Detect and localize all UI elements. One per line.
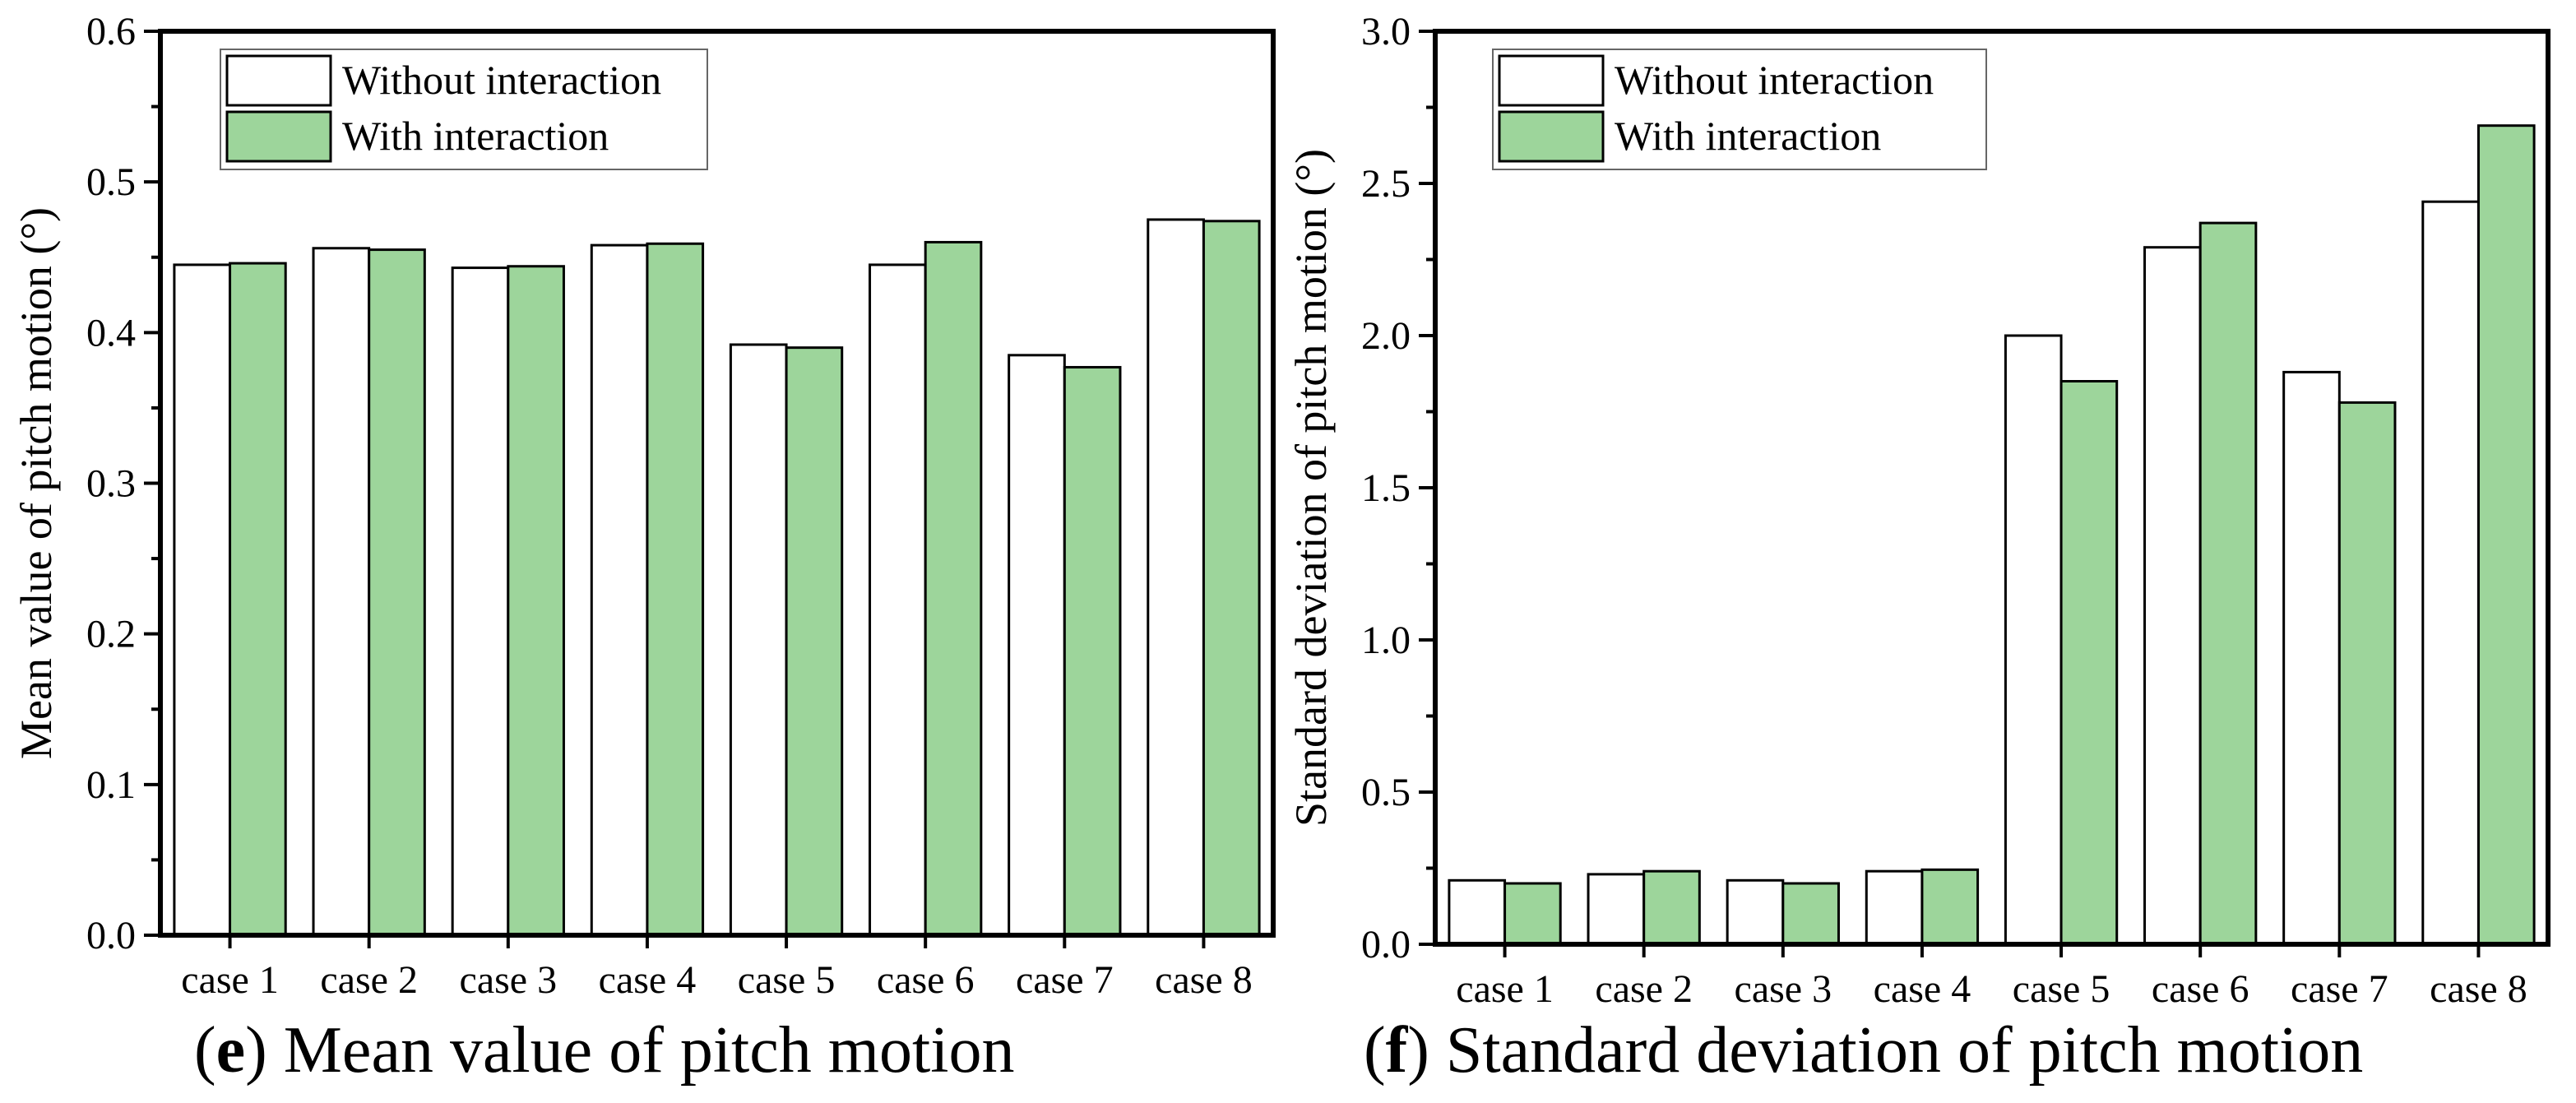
bar-e-with-4 [646, 242, 705, 937]
y-tick-label-e-4: 0.4 [86, 311, 136, 355]
x-tick-label-f-4: case 4 [1874, 967, 1971, 1011]
x-tick-label-f-1: case 1 [1456, 967, 1554, 1011]
legend-e: Without interaction With interaction [220, 49, 708, 170]
y-tick-label-e-0: 0.0 [86, 914, 136, 957]
bar-e-without-5 [729, 343, 788, 937]
legend-swatch-e-without [225, 54, 332, 107]
y-tick-label-f-2: 1.0 [1361, 619, 1411, 662]
legend-label-f-without: Without interaction [1615, 57, 1934, 103]
x-tick-label-f-3: case 3 [1735, 967, 1832, 1011]
x-tick-label-f-7: case 7 [2291, 967, 2388, 1011]
y-tick-label-f-6: 3.0 [1361, 10, 1411, 53]
caption-letter-f: f [1386, 1014, 1409, 1087]
plot-frame-f [1433, 29, 2551, 947]
bar-f-with-2 [1642, 869, 1701, 946]
bar-f-without-1 [1448, 878, 1507, 946]
legend-swatch-f-without [1498, 54, 1605, 107]
x-tick-label-e-7: case 7 [1016, 958, 1114, 1002]
bar-f-with-8 [2476, 124, 2536, 946]
legend-swatch-e-with [225, 110, 332, 163]
legend-label-f-with: With interaction [1615, 113, 1881, 159]
bar-e-without-3 [451, 266, 510, 937]
bar-e-with-7 [1063, 365, 1122, 937]
caption-f: (f) Standard deviation of pitch motion [1364, 1014, 2363, 1087]
bar-f-with-6 [2198, 221, 2258, 946]
bar-f-without-4 [1865, 869, 1924, 946]
x-tick-label-f-8: case 8 [2430, 967, 2527, 1011]
bar-e-with-6 [924, 240, 983, 937]
y-tick-label-e-6: 0.6 [86, 10, 136, 53]
y-tick-label-e-3: 0.3 [86, 462, 136, 506]
legend-label-e-without: Without interaction [342, 57, 661, 103]
caption-title-f: Standard deviation of pitch motion [1446, 1014, 2363, 1087]
legend-f: Without interaction With interaction [1492, 49, 1987, 170]
y-axis-title-f: Standard deviation of pitch motion (°) [1286, 149, 1336, 827]
y-tick-label-e-1: 0.1 [86, 763, 136, 807]
x-tick-label-e-4: case 4 [599, 958, 697, 1002]
y-tick-label-f-5: 2.5 [1361, 162, 1411, 206]
caption-close-f: ) [1407, 1014, 1446, 1087]
y-tick-label-f-4: 2.0 [1361, 314, 1411, 358]
x-tick-label-f-6: case 6 [2152, 967, 2249, 1011]
bar-e-with-3 [507, 265, 565, 937]
chart-mean-pitch: case 1 case 2 case 3 case 4 case 5 case 6 case… [12, 10, 1276, 1087]
bar-f-with-5 [2059, 380, 2119, 946]
legend-swatch-f-with [1498, 110, 1605, 163]
bar-f-without-8 [2421, 200, 2480, 946]
x-tick-label-e-2: case 2 [320, 958, 418, 1002]
x-tick-label-e-3: case 3 [460, 958, 558, 1002]
bar-f-with-3 [1781, 882, 1840, 946]
plot-frame-e [158, 29, 1276, 938]
caption-letter-e: e [216, 1014, 246, 1087]
chart-std-pitch: case 1 case 2 case 3 case 4 case 5 case 6 case… [1286, 10, 2551, 1087]
bar-e-with-5 [785, 346, 844, 937]
x-tick-label-f-5: case 5 [2013, 967, 2110, 1011]
bar-e-without-1 [173, 263, 232, 937]
y-tick-label-f-3: 1.5 [1361, 466, 1411, 510]
x-tick-label-e-5: case 5 [738, 958, 836, 1002]
caption-open-e: ( [194, 1014, 216, 1087]
y-tick-label-e-2: 0.2 [86, 613, 136, 656]
caption-e: (e) Mean value of pitch motion [194, 1014, 1014, 1087]
bar-f-with-4 [1920, 868, 1980, 946]
x-tick-label-e-6: case 6 [877, 958, 975, 1002]
bar-e-with-1 [229, 262, 287, 937]
bar-e-without-7 [1008, 354, 1066, 937]
caption-title-e: Mean value of pitch motion [284, 1014, 1015, 1087]
bar-f-with-1 [1503, 882, 1562, 946]
bar-e-with-8 [1202, 220, 1261, 937]
bar-f-without-3 [1726, 878, 1785, 946]
y-tick-label-f-1: 0.5 [1361, 771, 1411, 814]
x-tick-label-f-2: case 2 [1595, 967, 1693, 1011]
bar-e-without-8 [1147, 218, 1205, 937]
y-tick-label-f-0: 0.0 [1361, 923, 1411, 966]
bar-e-without-2 [312, 247, 371, 937]
bar-e-without-6 [869, 263, 927, 937]
caption-close-e: ) [245, 1014, 284, 1087]
bar-f-without-7 [2282, 370, 2341, 946]
caption-open-f: ( [1364, 1014, 1386, 1087]
x-tick-label-e-8: case 8 [1155, 958, 1253, 1002]
bar-e-without-4 [590, 243, 649, 937]
bar-e-with-2 [368, 248, 426, 937]
x-tick-label-e-1: case 1 [181, 958, 279, 1002]
bar-f-without-2 [1587, 873, 1646, 946]
y-tick-label-e-5: 0.5 [86, 160, 136, 204]
bar-f-without-6 [2143, 246, 2202, 946]
bar-f-without-5 [2004, 334, 2063, 946]
y-axis-title-e: Mean value of pitch motion (°) [12, 207, 61, 759]
legend-label-e-with: With interaction [342, 113, 609, 159]
bar-f-with-7 [2337, 401, 2397, 946]
